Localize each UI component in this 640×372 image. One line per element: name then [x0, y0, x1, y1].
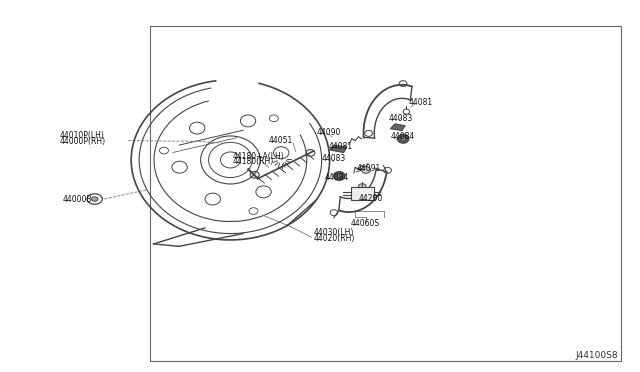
Text: 44200: 44200 [358, 194, 383, 203]
Text: 44081: 44081 [328, 142, 353, 151]
Text: 44020(RH): 44020(RH) [314, 234, 355, 243]
Text: 44051: 44051 [269, 136, 293, 145]
Ellipse shape [401, 137, 406, 141]
Text: 44180+A(LH): 44180+A(LH) [232, 152, 284, 161]
Text: 44081: 44081 [408, 98, 433, 107]
Ellipse shape [397, 134, 409, 143]
Text: 44091: 44091 [357, 164, 381, 173]
Text: 44084: 44084 [390, 132, 415, 141]
Ellipse shape [92, 197, 98, 201]
Bar [150, 26, 621, 361]
Text: 44083: 44083 [389, 114, 413, 123]
Text: 44060S: 44060S [351, 219, 380, 228]
Polygon shape [390, 124, 405, 131]
Text: 44030(LH): 44030(LH) [314, 228, 354, 237]
Ellipse shape [358, 184, 366, 188]
Text: 44090: 44090 [317, 128, 341, 137]
Ellipse shape [337, 174, 342, 178]
Ellipse shape [362, 167, 371, 173]
Text: 44180(RH): 44180(RH) [232, 157, 273, 166]
Polygon shape [330, 145, 347, 153]
Ellipse shape [333, 171, 345, 180]
Text: J44100S8: J44100S8 [575, 351, 618, 360]
Text: 44084: 44084 [325, 173, 349, 182]
Text: 44010P(LH): 44010P(LH) [60, 131, 104, 140]
Text: 44000P(RH): 44000P(RH) [60, 137, 106, 146]
Text: 44083: 44083 [322, 154, 346, 163]
Bar [351, 187, 374, 200]
Text: 44000B: 44000B [63, 195, 92, 203]
